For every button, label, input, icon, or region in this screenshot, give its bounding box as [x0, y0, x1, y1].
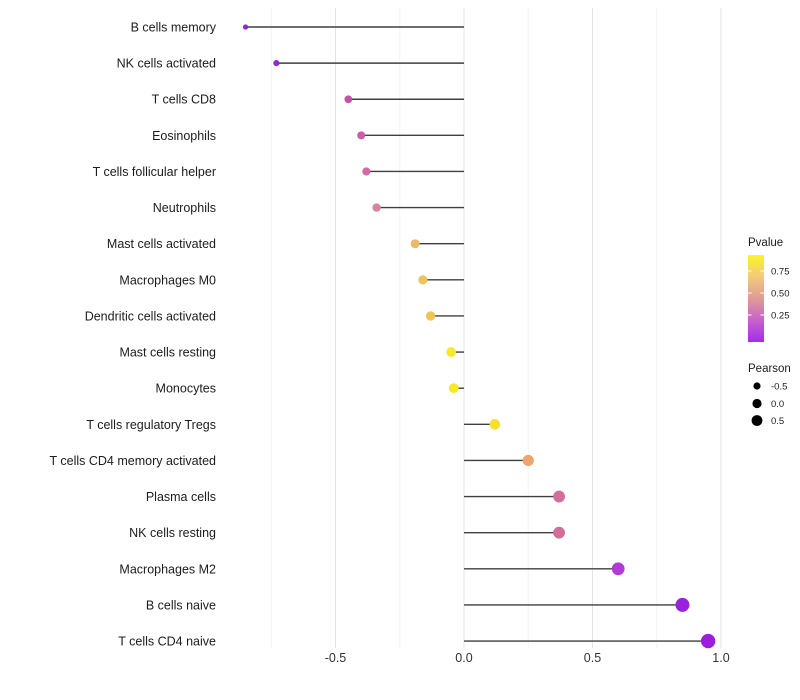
- pearson-size-label: 0.5: [771, 416, 784, 427]
- lollipop-dot: [522, 454, 534, 467]
- pearson-size-dot: [752, 398, 762, 409]
- lollipop-dot: [357, 131, 366, 140]
- lollipop-dot: [489, 419, 501, 430]
- y-axis-label: T cells follicular helper: [93, 165, 216, 179]
- y-axis-label: Neutrophils: [153, 201, 216, 215]
- pearson-legend-title: Pearson: [748, 363, 791, 375]
- pearson-size-dot: [753, 382, 761, 390]
- pearson-size-dot: [751, 415, 763, 426]
- y-axis-label: B cells memory: [131, 21, 217, 35]
- lollipop-dot: [273, 60, 280, 67]
- pvalue-tick-label: 0.50: [771, 289, 790, 300]
- y-axis-label: Monocytes: [156, 382, 216, 396]
- x-axis-tick-label: 0.5: [584, 651, 601, 665]
- lollipop-dot: [425, 311, 436, 321]
- y-axis-label: Mast cells resting: [119, 346, 216, 360]
- lollipop-dot: [553, 526, 565, 539]
- x-axis-tick-label: -0.5: [325, 651, 347, 665]
- pearson-size-label: -0.5: [771, 382, 787, 393]
- y-axis-label: Eosinophils: [152, 129, 216, 143]
- y-axis-label: Plasma cells: [146, 490, 216, 504]
- lollipop-dot: [448, 383, 459, 394]
- pvalue-colorbar: [748, 255, 764, 342]
- y-axis-label: Mast cells activated: [107, 237, 216, 251]
- pvalue-tick-label: 0.25: [771, 311, 790, 322]
- x-axis-tick-label: 0.0: [455, 651, 472, 665]
- y-axis-label: Macrophages M0: [119, 273, 216, 287]
- y-axis-label: NK cells resting: [129, 526, 216, 540]
- pvalue-legend-title: Pvalue: [748, 237, 783, 249]
- lollipop-dot: [553, 490, 565, 503]
- lollipop-dot: [611, 562, 625, 576]
- lollipop-dot: [410, 239, 420, 249]
- y-axis-label: NK cells activated: [117, 57, 216, 71]
- y-axis-label: Macrophages M2: [119, 562, 216, 576]
- lollipop-dot: [372, 203, 381, 212]
- pearson-size-label: 0.0: [771, 399, 784, 410]
- lollipop-dot: [446, 347, 457, 357]
- lollipop-dot: [344, 95, 353, 104]
- y-axis-label: Dendritic cells activated: [85, 309, 216, 323]
- lollipop-dot: [700, 633, 716, 649]
- x-axis-tick-label: 1.0: [712, 651, 729, 665]
- lollipop-dot: [418, 275, 428, 285]
- y-axis-label: T cells CD4 naive: [118, 635, 216, 649]
- lollipop-dot: [362, 167, 371, 176]
- lollipop-dot: [242, 24, 249, 30]
- y-axis-label: T cells CD4 memory activated: [50, 454, 217, 468]
- pvalue-tick-label: 0.75: [771, 267, 790, 278]
- lollipop-dot: [675, 597, 690, 612]
- y-axis-label: T cells CD8: [152, 93, 216, 107]
- y-axis-label: B cells naive: [146, 598, 216, 612]
- y-axis-label: T cells regulatory Tregs: [86, 418, 216, 432]
